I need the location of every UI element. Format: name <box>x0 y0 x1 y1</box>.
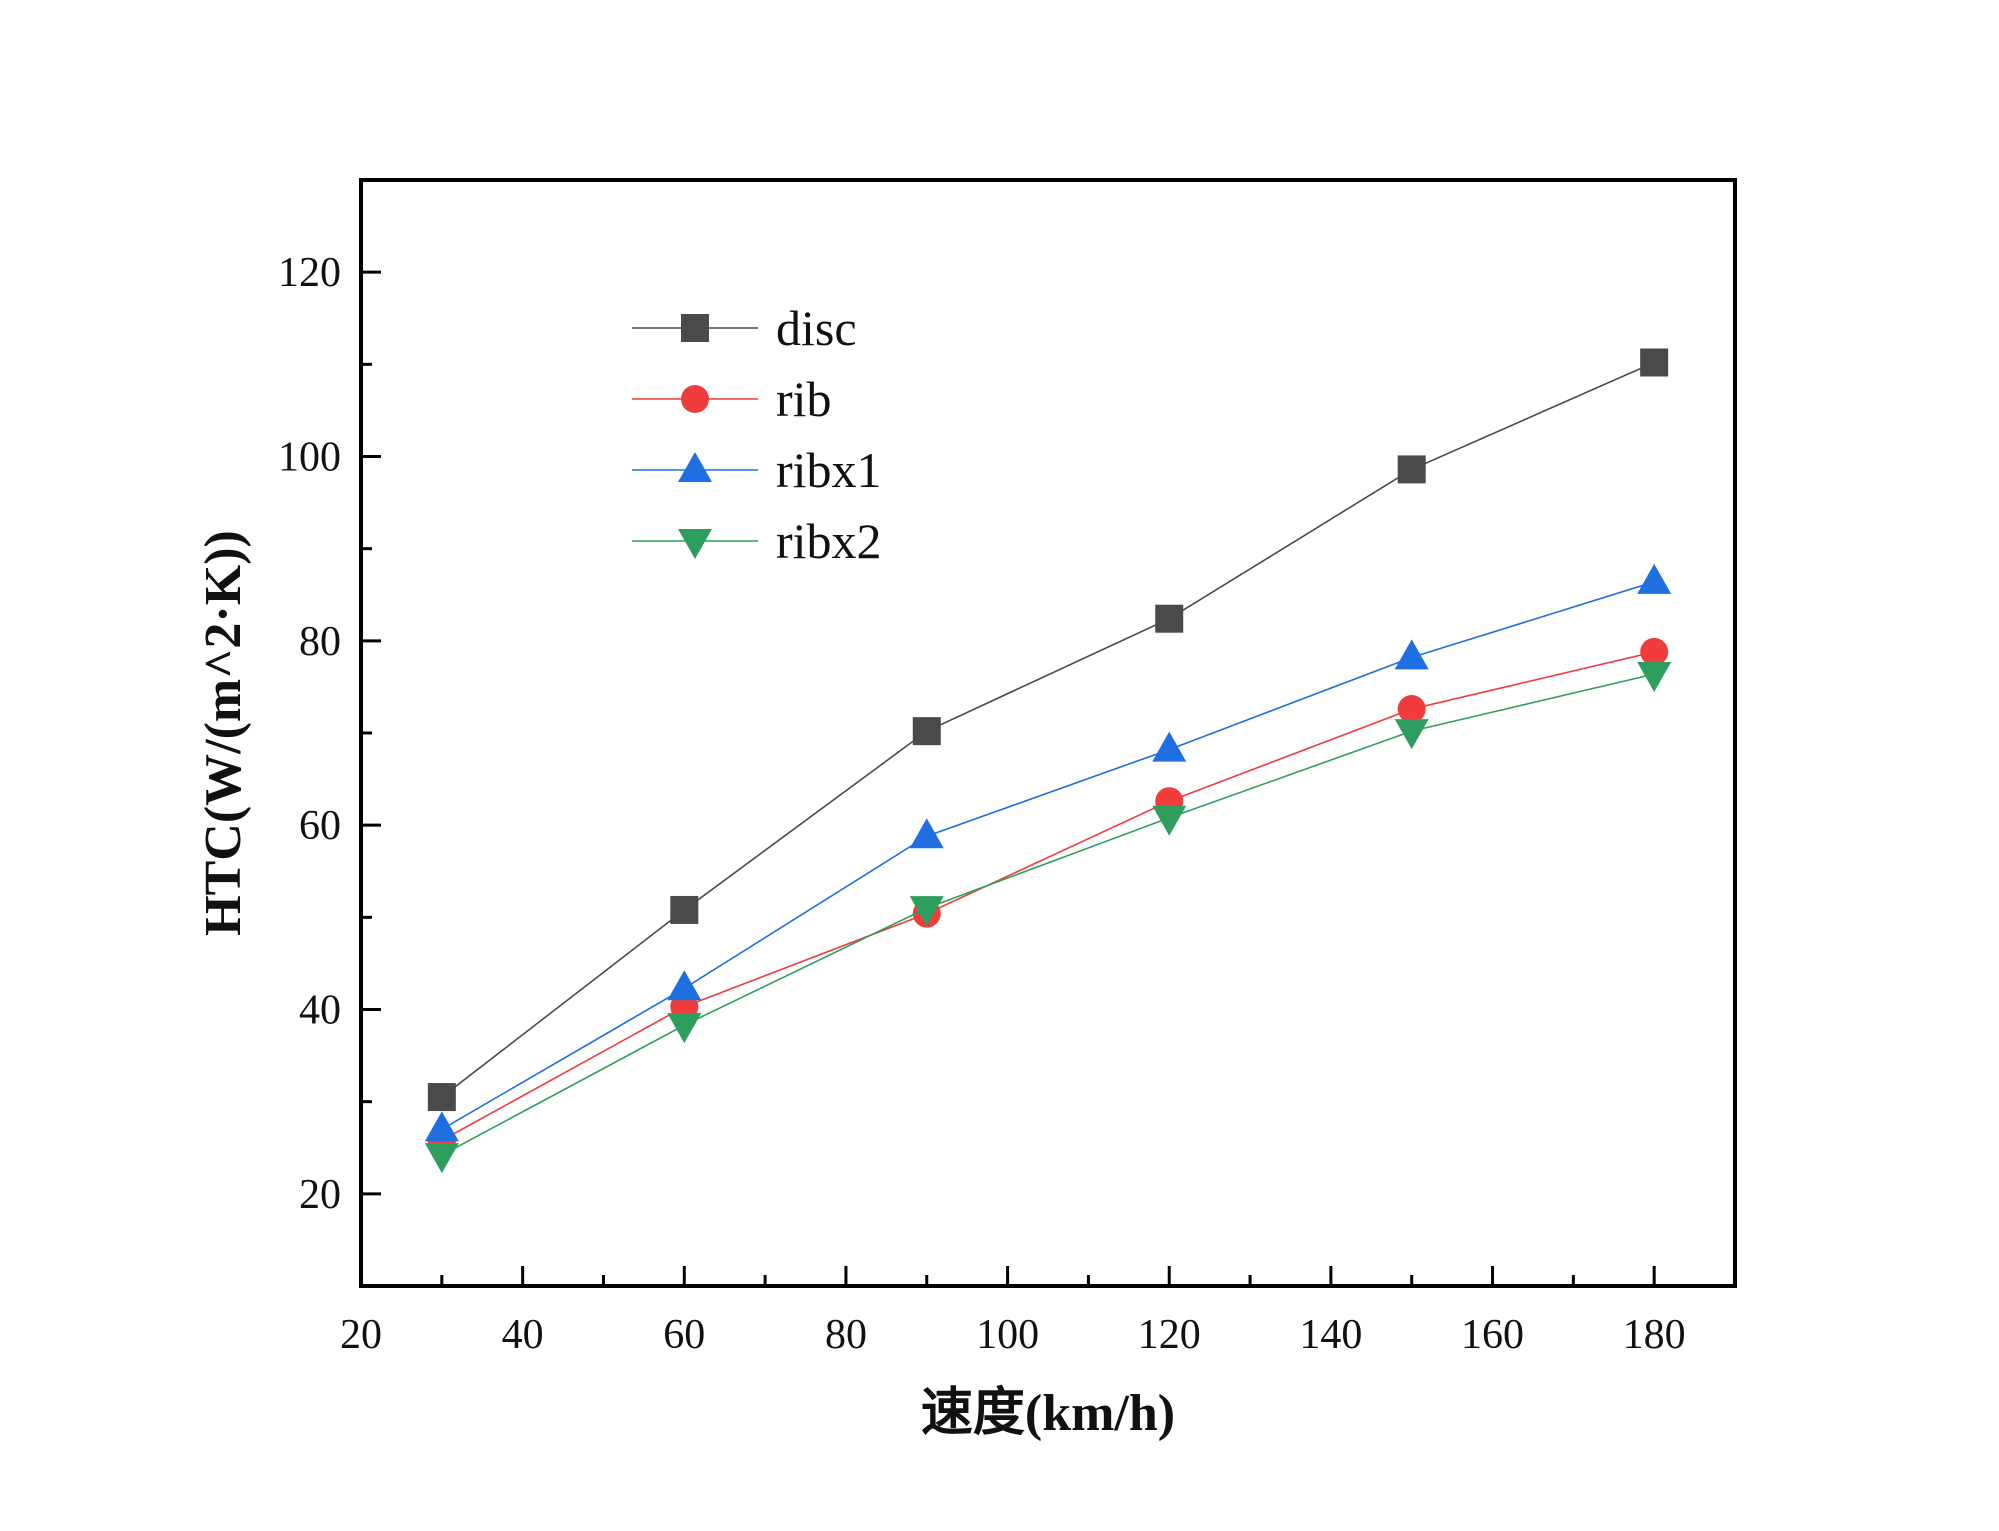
data-point-disc <box>1155 604 1184 633</box>
data-point-ribx2 <box>1637 662 1672 693</box>
legend-item-ribx1: ribx1 <box>632 442 882 498</box>
data-point-ribx2 <box>1152 805 1187 836</box>
data-point-ribx2 <box>424 1143 459 1174</box>
x-tick-label: 180 <box>1623 1312 1686 1358</box>
legend-label: ribx1 <box>776 442 882 498</box>
x-axis-ticks: 20 40 60 80 100 120 140 160 180 <box>340 1266 1686 1358</box>
data-point-disc <box>912 717 941 746</box>
legend-item-ribx2: ribx2 <box>632 513 882 569</box>
plot-frame <box>359 178 1737 1288</box>
legend-label: rib <box>776 371 832 427</box>
data-point-ribx1 <box>667 970 702 1001</box>
x-tick-label: 100 <box>976 1312 1039 1358</box>
x-tick-label: 140 <box>1299 1312 1362 1358</box>
series-line-ribx1 <box>441 581 1655 1131</box>
series-layer <box>424 348 1672 1174</box>
series-line-rib <box>441 651 1655 1142</box>
data-point-ribx2 <box>1394 719 1429 750</box>
series-ribx2 <box>424 662 1672 1174</box>
data-point-disc <box>1397 455 1426 484</box>
x-tick-label: 40 <box>502 1312 544 1358</box>
x-tick-label: 20 <box>340 1312 382 1358</box>
series-ribx1 <box>424 563 1672 1142</box>
y-axis-ticks: 20 40 60 80 100 120 <box>278 250 381 1218</box>
y-tick-label: 20 <box>299 1172 341 1218</box>
data-point-rib <box>1640 637 1669 666</box>
legend-label: ribx2 <box>776 513 882 569</box>
x-tick-label: 80 <box>825 1312 867 1358</box>
data-point-ribx2 <box>667 1013 702 1044</box>
y-tick-label: 80 <box>299 619 341 665</box>
legend-marker-ribx1 <box>678 452 712 482</box>
y-tick-label: 40 <box>299 988 341 1034</box>
data-point-ribx1 <box>1394 639 1429 670</box>
series-disc <box>427 348 1669 1112</box>
legend: disc rib ribx1 ribx2 <box>632 300 882 569</box>
data-point-ribx1 <box>909 818 944 849</box>
data-point-ribx1 <box>424 1111 459 1142</box>
x-tick-label: 160 <box>1461 1312 1524 1358</box>
y-tick-label: 100 <box>278 435 341 481</box>
data-point-ribx1 <box>1637 563 1672 594</box>
legend-marker-rib <box>681 385 709 413</box>
y-tick-label: 120 <box>278 250 341 296</box>
data-point-ribx1 <box>1152 731 1187 762</box>
y-axis-title: HTC(W/(m^2·K)) <box>195 530 252 936</box>
legend-marker-ribx2 <box>678 529 712 559</box>
x-axis-title: 速度(km/h) <box>921 1384 1175 1442</box>
x-tick-label: 60 <box>663 1312 705 1358</box>
data-point-ribx2 <box>909 896 944 927</box>
data-point-disc <box>670 895 699 924</box>
series-line-disc <box>441 361 1655 1098</box>
legend-label: disc <box>776 300 857 356</box>
legend-item-disc: disc <box>632 300 857 356</box>
data-point-disc <box>427 1083 456 1112</box>
x-tick-label: 120 <box>1138 1312 1201 1358</box>
data-point-disc <box>1640 348 1669 377</box>
data-point-rib <box>1397 695 1426 724</box>
y-tick-label: 60 <box>299 803 341 849</box>
legend-marker-disc <box>681 314 709 342</box>
legend-item-rib: rib <box>632 371 832 427</box>
series-line-ribx2 <box>441 673 1655 1156</box>
